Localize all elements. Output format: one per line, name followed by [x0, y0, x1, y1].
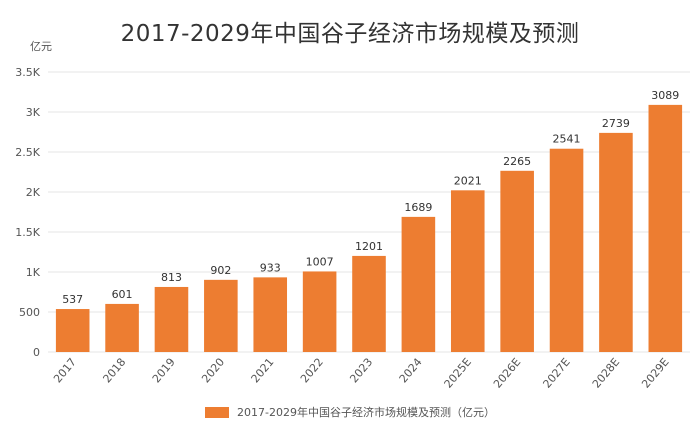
x-tick-label: 2027E: [540, 356, 572, 391]
bar: [450, 190, 485, 352]
x-tick-label: 2029E: [639, 356, 671, 391]
bars: [55, 104, 683, 352]
x-tick-label: 2024: [397, 356, 425, 386]
legend-label: 2017-2029年中国谷子经济市场规模及预测（亿元）: [237, 406, 495, 419]
data-label: 2265: [503, 155, 531, 168]
bar: [549, 148, 584, 352]
x-tick-label: 2019: [150, 356, 178, 386]
x-tick-label: 2020: [199, 356, 227, 386]
y-axis-unit: 亿元: [30, 40, 52, 53]
bar: [401, 216, 436, 352]
y-tick-label: 3.5K: [15, 66, 40, 79]
data-label: 601: [112, 288, 133, 301]
data-label: 537: [62, 293, 83, 306]
y-tick-label: 500: [19, 306, 40, 319]
bar: [302, 271, 337, 352]
x-tick-label: 2025E: [442, 356, 474, 391]
x-axis-ticks: 2017 2018 2019 2020 2021 2022 2023 2024 2025E 202…: [51, 356, 672, 391]
data-label: 813: [161, 271, 182, 284]
legend-swatch: [205, 406, 230, 418]
x-tick-label: 2022: [298, 356, 326, 386]
bar: [204, 279, 238, 352]
x-tick-label: 2023: [347, 356, 375, 386]
legend: 2017-2029年中国谷子经济市场规模及预测（亿元）: [0, 404, 700, 420]
x-tick-label: 2026E: [491, 356, 523, 391]
x-tick-label: 2018: [100, 356, 128, 386]
data-label: 902: [210, 264, 231, 277]
x-tick-label: 2021: [249, 356, 277, 386]
y-tick-label: 0: [33, 346, 40, 359]
chart-title: 2017-2029年中国谷子经济市场规模及预测: [120, 21, 580, 47]
y-tick-label: 3K: [26, 106, 41, 119]
bar: [105, 303, 139, 352]
bar: [352, 255, 386, 352]
bar: [55, 309, 90, 352]
x-tick-label: 2028E: [590, 356, 622, 391]
data-label: 2541: [553, 133, 581, 146]
bar: [154, 286, 189, 352]
y-tick-label: 2K: [26, 186, 41, 199]
data-label: 1007: [306, 255, 334, 268]
y-tick-label: 1.5K: [15, 226, 40, 239]
bar: [500, 170, 534, 352]
data-label: 933: [260, 261, 281, 274]
data-labels: 537 601 813 902 933 1007 1201 1689 2021 2265 2541 2…: [62, 89, 679, 306]
bar: [648, 104, 683, 352]
bar: [599, 132, 633, 352]
data-label: 1689: [404, 201, 432, 214]
data-label: 2739: [602, 117, 630, 130]
x-tick-label: 2017: [51, 356, 79, 386]
data-label: 1201: [355, 240, 383, 253]
y-tick-label: 1K: [26, 266, 41, 279]
y-axis-ticks: 0 500 1K 1.5K 2K 2.5K 3K 3.5K: [15, 66, 40, 359]
data-label: 3089: [651, 89, 679, 102]
data-label: 2021: [454, 174, 482, 187]
bar: [253, 277, 288, 352]
y-tick-label: 2.5K: [15, 146, 40, 159]
